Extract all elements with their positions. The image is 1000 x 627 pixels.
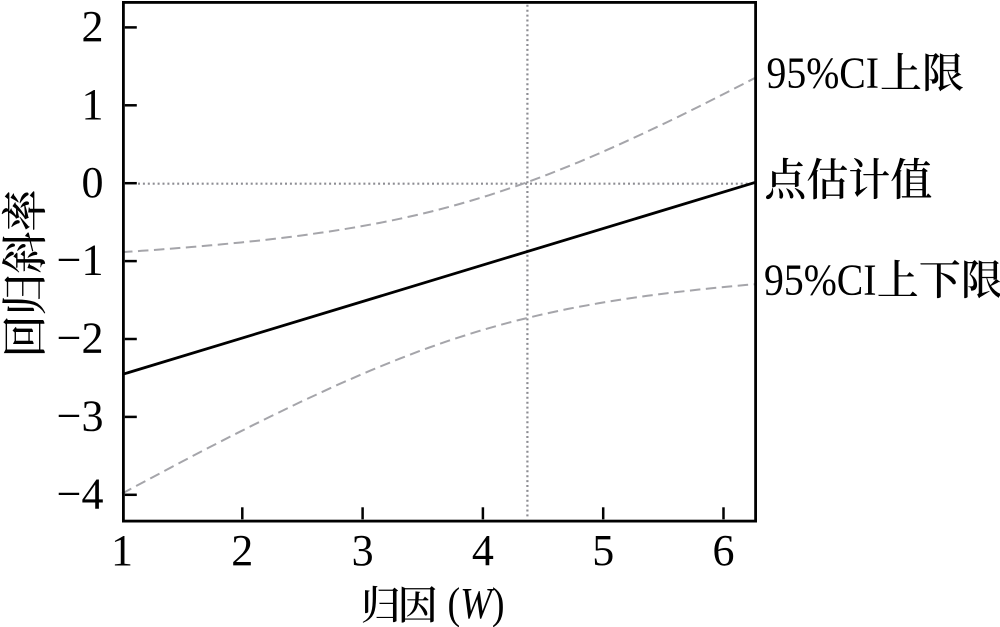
svg-text:3: 3 — [352, 526, 374, 575]
svg-text:95%CI: 95%CI — [764, 256, 877, 305]
svg-text:−2: −2 — [57, 314, 104, 363]
svg-text:5: 5 — [592, 526, 614, 575]
svg-text:−3: −3 — [57, 392, 104, 441]
svg-text:1: 1 — [111, 526, 133, 575]
svg-text:6: 6 — [713, 526, 735, 575]
svg-text:−4: −4 — [57, 469, 104, 518]
svg-text:2: 2 — [82, 2, 104, 51]
svg-text:4: 4 — [472, 526, 494, 575]
svg-text:0: 0 — [82, 158, 104, 207]
svg-text:1: 1 — [82, 80, 104, 129]
svg-text:95%CI: 95%CI — [767, 49, 880, 98]
svg-text:(W): (W) — [448, 579, 505, 627]
svg-text:2: 2 — [231, 526, 253, 575]
svg-text:−1: −1 — [57, 236, 104, 285]
